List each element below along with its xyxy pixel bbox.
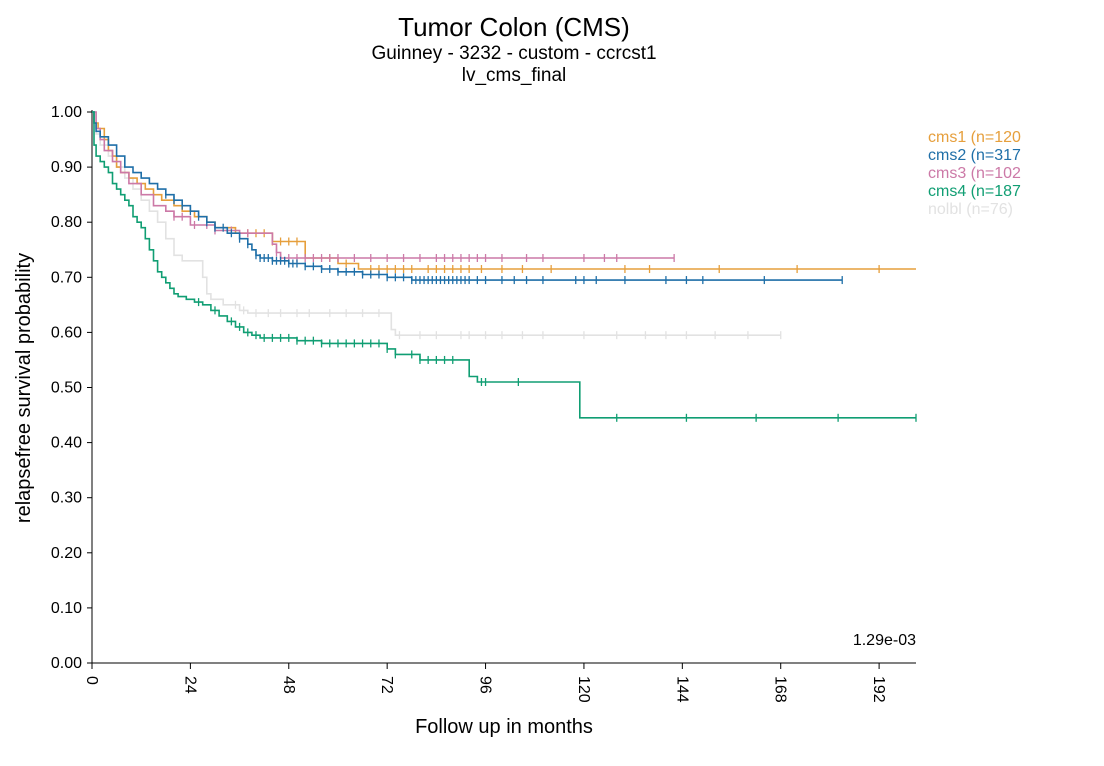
x-tick-label: 168 (772, 676, 789, 703)
plot-area: 0.00 0.10 0.20 0.30 0.40 0.50 0.60 0.70 0.80 0.90… (51, 104, 917, 703)
x-tick-label: 0 (83, 676, 100, 685)
y-tick-label: 0.20 (51, 545, 82, 562)
y-tick-label: 0.00 (51, 655, 82, 672)
x-tick-label: 96 (477, 676, 494, 694)
x-tick-label: 24 (181, 676, 198, 694)
x-tick-label: 192 (870, 676, 887, 703)
x-tick-label: 48 (280, 676, 297, 694)
chart-title: Tumor Colon (CMS) (398, 12, 630, 42)
y-tick-label: 0.90 (51, 159, 82, 176)
x-axis-label: Follow up in months (415, 716, 593, 738)
legend-entry: cms1 (n=120 (928, 129, 1021, 146)
y-axis-label: relapsefree survival probability (13, 253, 35, 523)
y-tick-label: 0.50 (51, 380, 82, 397)
x-tick-label: 72 (378, 676, 395, 694)
y-tick-label: 0.30 (51, 490, 82, 507)
x-tick-label: 120 (575, 676, 592, 703)
chart-subtitle-1: Guinney - 3232 - custom - ccrcst1 (371, 43, 656, 64)
survival-curve-3 (92, 111, 916, 419)
y-tick-label: 0.60 (51, 324, 82, 341)
y-tick-label: 1.00 (51, 104, 82, 121)
x-tick-label: 144 (673, 676, 690, 703)
legend-entry: cms4 (n=187 (928, 183, 1021, 200)
y-tick-label: 0.10 (51, 600, 82, 617)
y-tick-label: 0.80 (51, 214, 82, 231)
y-tick-label: 0.70 (51, 269, 82, 286)
survival-curve-1 (92, 111, 843, 281)
survival-curve-0 (92, 111, 916, 270)
survival-curve-2 (92, 111, 675, 259)
legend-entry: cms3 (n=102 (928, 165, 1021, 182)
legend-entry: nolbl (n=76) (928, 201, 1013, 218)
legend-entry: cms2 (n=317 (928, 147, 1021, 164)
chart-subtitle-2: lv_cms_final (462, 65, 567, 86)
y-tick-label: 0.40 (51, 435, 82, 452)
p-value-annotation: 1.29e-03 (853, 632, 916, 649)
